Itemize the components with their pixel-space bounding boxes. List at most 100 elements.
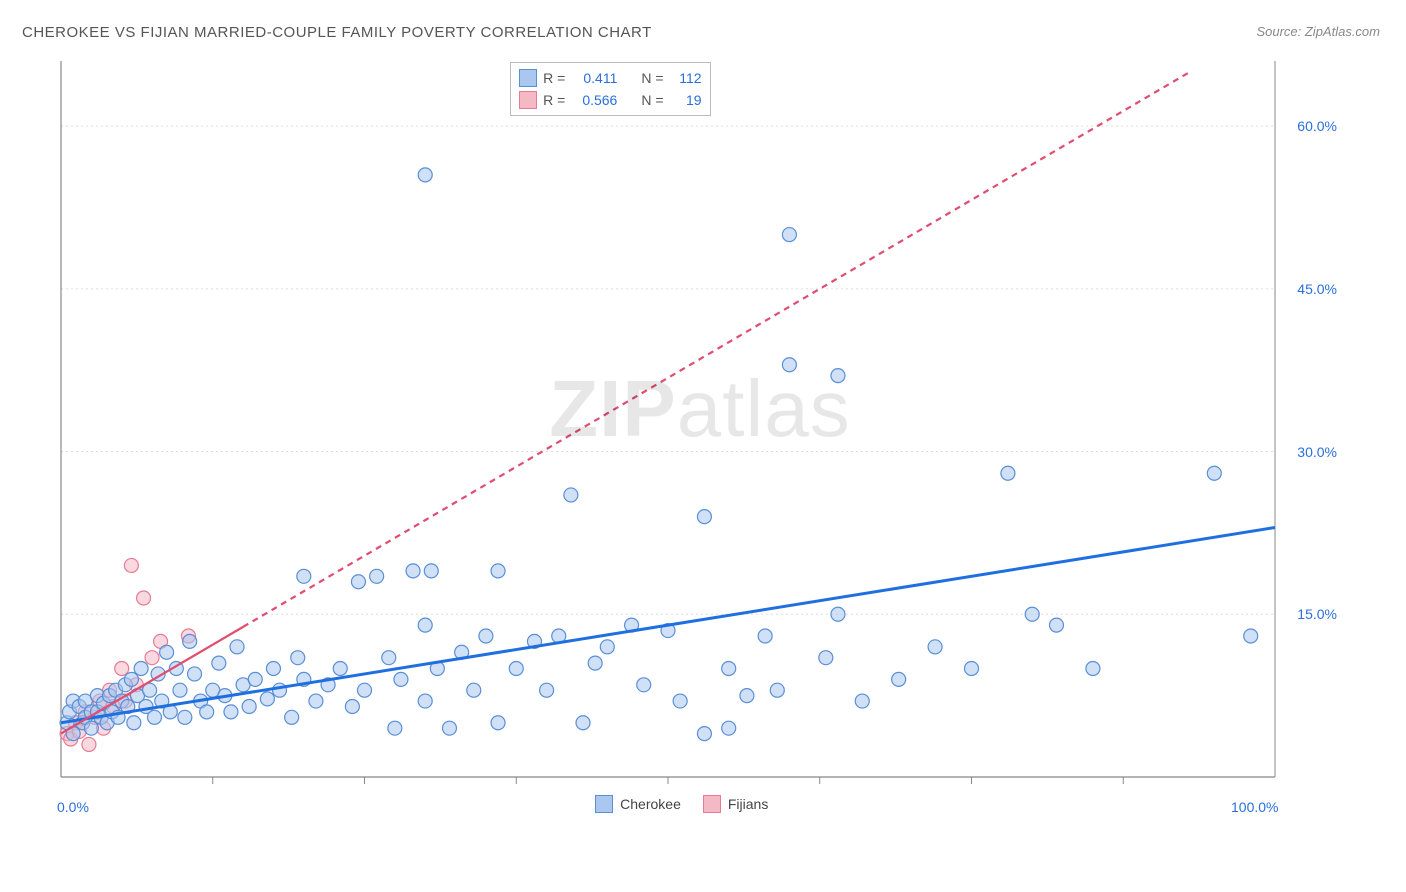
legend-item: Fijians — [703, 795, 768, 813]
legend-item: Cherokee — [595, 795, 681, 813]
x-axis-start-label: 0.0% — [57, 799, 89, 815]
legend-r-label: R = — [543, 92, 565, 108]
cherokee-point — [418, 168, 432, 182]
cherokee-point — [442, 721, 456, 735]
cherokee-point — [740, 689, 754, 703]
cherokee-point — [260, 692, 274, 706]
cherokee-point — [855, 694, 869, 708]
cherokee-point — [673, 694, 687, 708]
cherokee-point — [1244, 629, 1258, 643]
cherokee-point — [230, 640, 244, 654]
fijians-point — [145, 651, 159, 665]
cherokee-point — [173, 683, 187, 697]
source-name: ZipAtlas.com — [1305, 24, 1380, 39]
cherokee-point — [394, 672, 408, 686]
cherokee-point — [697, 510, 711, 524]
cherokee-point — [382, 651, 396, 665]
cherokee-point — [351, 575, 365, 589]
cherokee-point — [248, 672, 262, 686]
cherokee-point — [406, 564, 420, 578]
cherokee-point — [224, 705, 238, 719]
legend-swatch — [703, 795, 721, 813]
cherokee-point — [291, 651, 305, 665]
cherokee-point — [540, 683, 554, 697]
cherokee-point — [600, 640, 614, 654]
fijians-point — [82, 737, 96, 751]
cherokee-point — [188, 667, 202, 681]
scatter-plot-svg — [55, 55, 1345, 825]
legend-r-label: R = — [543, 70, 565, 86]
cherokee-point — [1086, 662, 1100, 676]
cherokee-point — [388, 721, 402, 735]
cherokee-point — [424, 564, 438, 578]
cherokee-point — [333, 662, 347, 676]
cherokee-point — [758, 629, 772, 643]
source-attribution: Source: ZipAtlas.com — [1256, 24, 1380, 39]
legend-row: R =0.566N =19 — [519, 89, 701, 111]
cherokee-point — [309, 694, 323, 708]
cherokee-point — [588, 656, 602, 670]
cherokee-point — [564, 488, 578, 502]
legend-label: Cherokee — [620, 796, 681, 812]
cherokee-point — [1049, 618, 1063, 632]
cherokee-point — [892, 672, 906, 686]
cherokee-point — [212, 656, 226, 670]
cherokee-point — [1001, 466, 1015, 480]
cherokee-point — [358, 683, 372, 697]
y-tick-label: 60.0% — [1297, 118, 1337, 134]
cherokee-point — [1025, 607, 1039, 621]
legend-n-value: 112 — [670, 70, 702, 86]
legend-r-value: 0.566 — [571, 92, 617, 108]
cherokee-point — [782, 228, 796, 242]
cherokee-point — [1207, 466, 1221, 480]
x-axis-end-label: 100.0% — [1231, 799, 1278, 815]
cherokee-point — [183, 634, 197, 648]
y-tick-label: 45.0% — [1297, 281, 1337, 297]
cherokee-point — [418, 694, 432, 708]
cherokee-point — [819, 651, 833, 665]
cherokee-point — [491, 716, 505, 730]
cherokee-point — [345, 699, 359, 713]
cherokee-point — [370, 569, 384, 583]
cherokee-point — [576, 716, 590, 730]
fijians-point — [137, 591, 151, 605]
y-tick-label: 15.0% — [1297, 606, 1337, 622]
legend-n-label: N = — [641, 70, 663, 86]
cherokee-point — [831, 369, 845, 383]
cherokee-point — [831, 607, 845, 621]
cherokee-point — [127, 716, 141, 730]
legend-swatch — [519, 69, 537, 87]
cherokee-point — [160, 645, 174, 659]
cherokee-point — [965, 662, 979, 676]
correlation-legend: R =0.411N =112R =0.566N =19 — [510, 62, 710, 116]
legend-swatch — [595, 795, 613, 813]
cherokee-point — [697, 727, 711, 741]
cherokee-point — [266, 662, 280, 676]
cherokee-point — [722, 662, 736, 676]
series-legend: Cherokee Fijians — [595, 795, 768, 813]
cherokee-point — [124, 672, 138, 686]
cherokee-point — [242, 699, 256, 713]
cherokee-point — [491, 564, 505, 578]
legend-label: Fijians — [728, 796, 768, 812]
legend-row: R =0.411N =112 — [519, 67, 701, 89]
cherokee-point — [84, 721, 98, 735]
cherokee-point — [467, 683, 481, 697]
y-tick-label: 30.0% — [1297, 444, 1337, 460]
cherokee-point — [418, 618, 432, 632]
fijians-point — [115, 662, 129, 676]
cherokee-point — [722, 721, 736, 735]
cherokee-point — [134, 662, 148, 676]
plot-area: ZIPatlas R =0.411N =112R =0.566N =19 15.… — [55, 55, 1345, 825]
chart-title: CHEROKEE VS FIJIAN MARRIED-COUPLE FAMILY… — [22, 24, 652, 41]
cherokee-point — [178, 710, 192, 724]
cherokee-point — [928, 640, 942, 654]
cherokee-point — [285, 710, 299, 724]
cherokee-point — [782, 358, 796, 372]
cherokee-point — [200, 705, 214, 719]
legend-n-label: N = — [641, 92, 663, 108]
cherokee-point — [770, 683, 784, 697]
fijians-point — [124, 558, 138, 572]
legend-swatch — [519, 91, 537, 109]
cherokee-point — [479, 629, 493, 643]
